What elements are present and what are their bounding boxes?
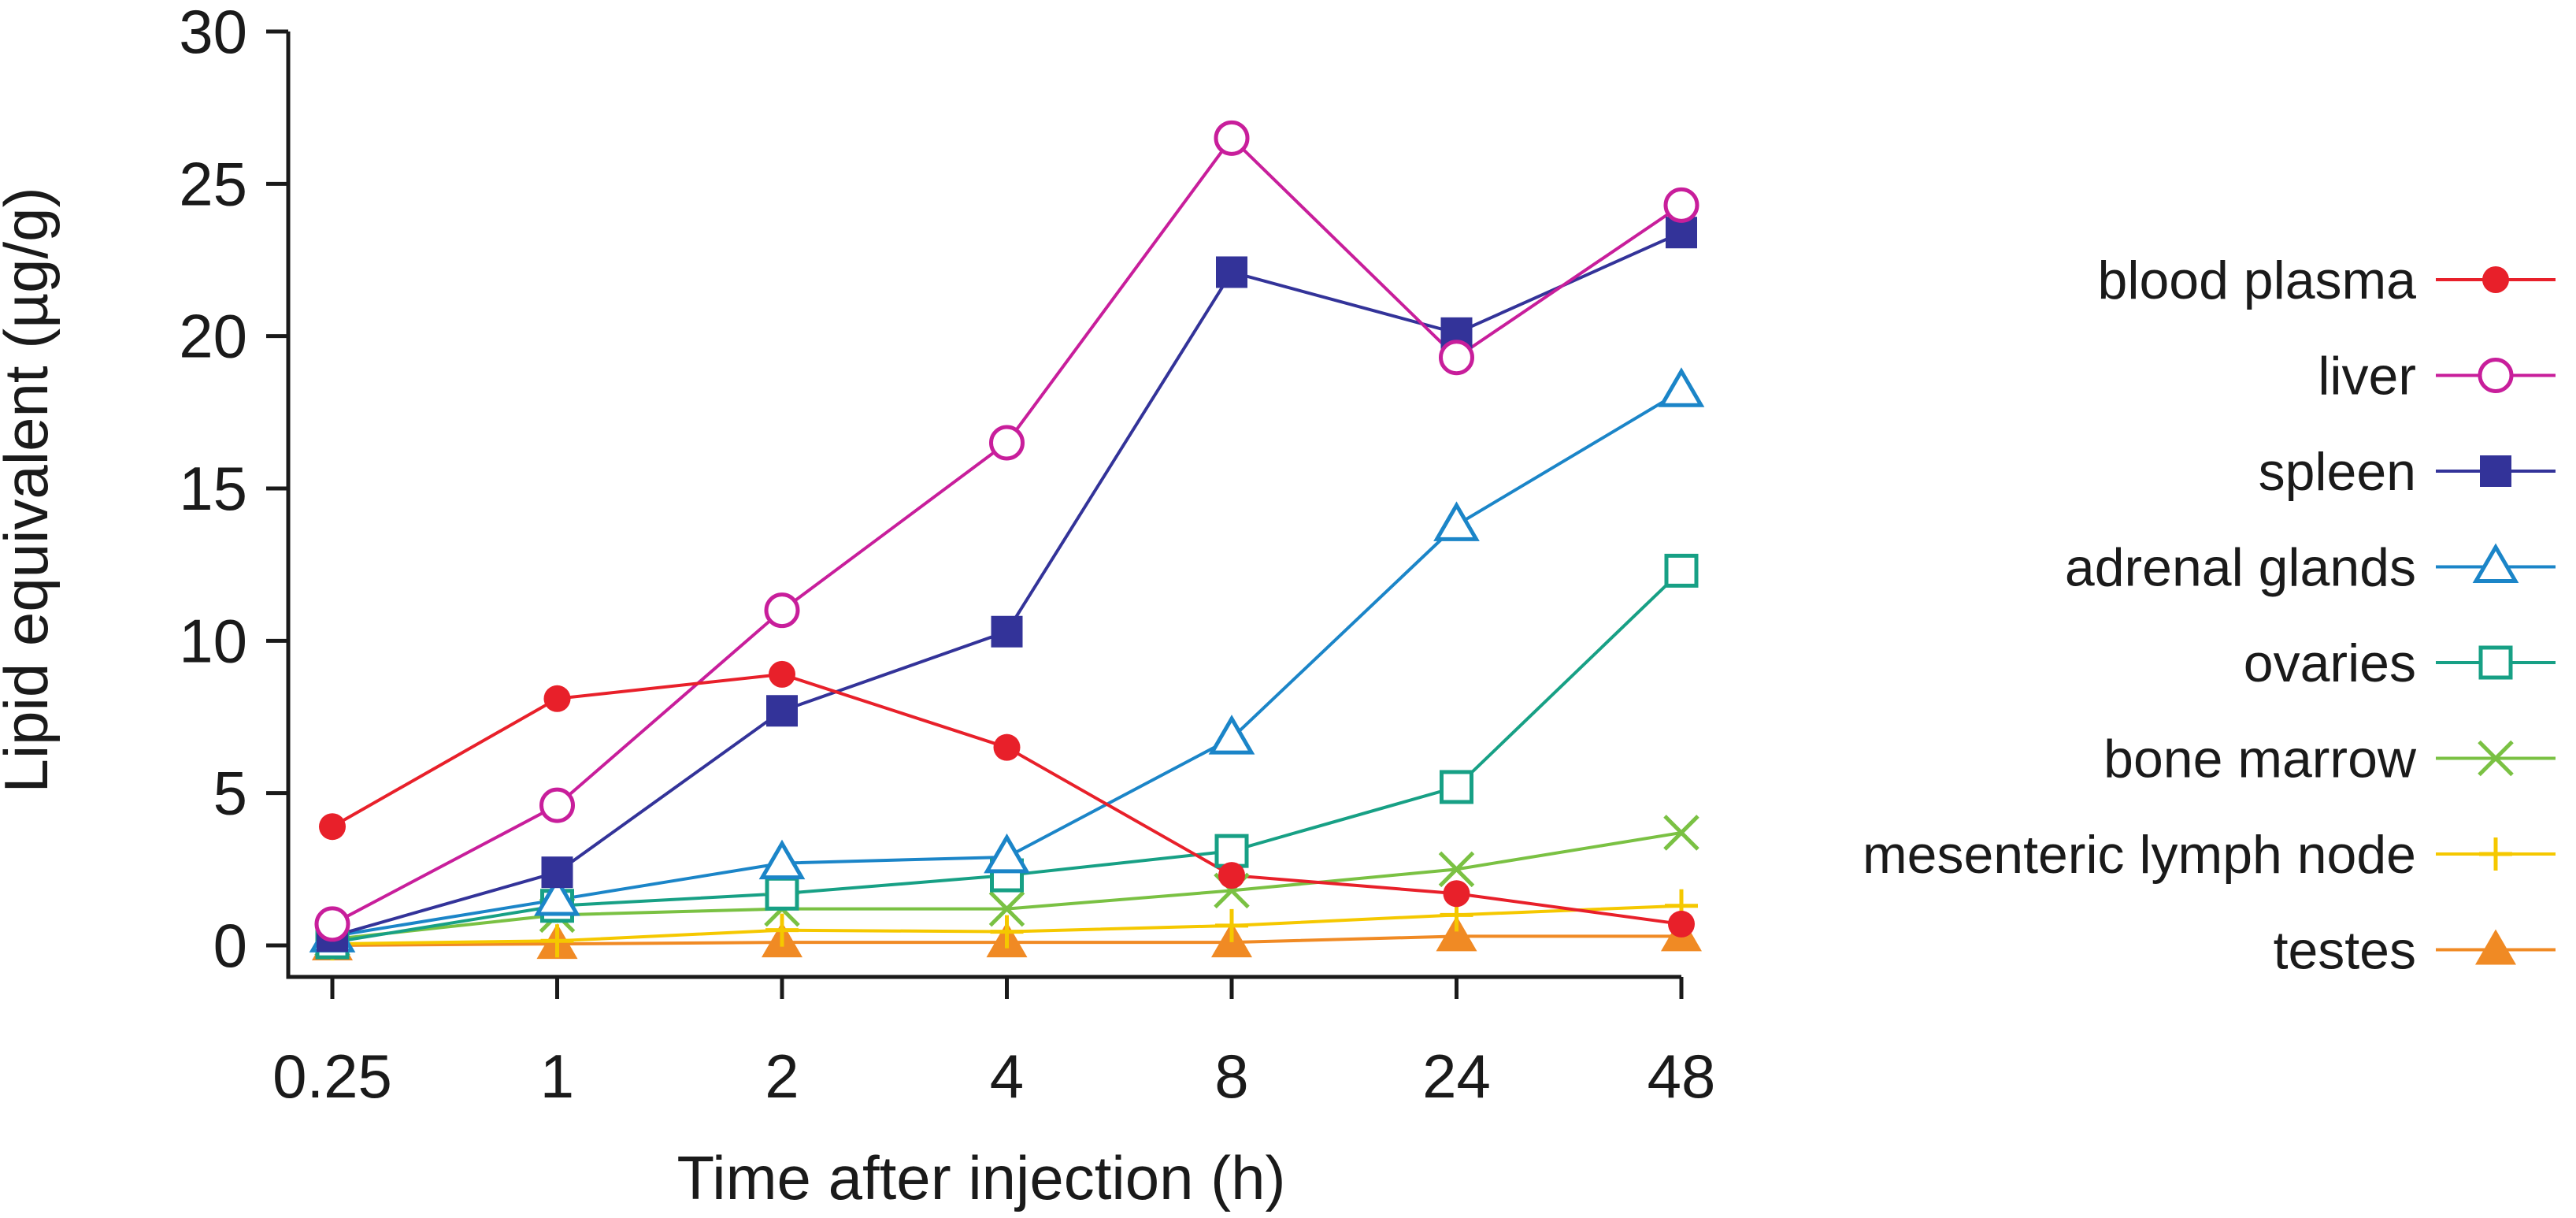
legend-swatch-marker [2478, 358, 2514, 393]
data-point-spleen [541, 856, 573, 889]
x-tick-label: 1 [540, 1042, 574, 1111]
data-point-liver [764, 592, 800, 629]
data-point-blood-plasma [1668, 910, 1695, 938]
data-point-liver [1214, 120, 1250, 156]
data-point-liver [1663, 187, 1699, 223]
series-markers [309, 120, 1705, 961]
data-point-adrenal-glands [758, 839, 806, 880]
legend-item-liver: liver [2318, 347, 2556, 407]
legend-item-blood-plasma: blood plasma [2098, 251, 2556, 310]
data-point-liver [989, 425, 1025, 461]
data-point-adrenal-glands [1433, 501, 1480, 541]
legend-label: liver [2318, 347, 2416, 407]
data-point-mesenteric-lymph-node [540, 924, 574, 958]
data-point-adrenal-glands [984, 833, 1030, 874]
x-tick-label: 4 [990, 1042, 1024, 1111]
legend-label: blood plasma [2098, 251, 2417, 310]
x-tick-label: 0.25 [272, 1042, 392, 1111]
legend-swatch-marker [2480, 455, 2511, 487]
legend: blood plasma liver spleen adrenal glands ova… [1863, 251, 2556, 981]
data-point-adrenal-glands [534, 876, 580, 916]
data-point-liver [539, 787, 575, 823]
legend-swatch-marker [2472, 543, 2519, 583]
data-point-liver [314, 906, 350, 942]
series-line-spleen [332, 231, 1682, 938]
y-tick-label: 25 [179, 149, 247, 218]
data-point-adrenal-glands [1208, 715, 1255, 755]
data-point-testes [1436, 915, 1477, 952]
data-point-blood-plasma [543, 685, 571, 712]
legend-label: bone marrow [2103, 730, 2417, 789]
data-point-bone-marrow [988, 890, 1025, 927]
series-lines [332, 136, 1683, 947]
x-tick-label: 8 [1214, 1042, 1248, 1111]
y-axis-title: Lipid equivalent (µg/g) [0, 187, 61, 793]
y-tick-label: 0 [213, 911, 247, 980]
y-tick-label: 15 [179, 454, 247, 523]
data-point-spleen [991, 615, 1023, 648]
legend-label: spleen [2259, 442, 2416, 502]
legend-label: testes [2274, 921, 2416, 981]
data-point-blood-plasma [993, 733, 1021, 761]
axis-lines [286, 32, 1681, 979]
legend-swatch-marker [2478, 645, 2513, 680]
data-point-bone-marrow [1438, 851, 1475, 888]
legend-item-bone-marrow: bone marrow [2103, 730, 2556, 789]
data-point-blood-plasma [1218, 862, 1245, 889]
y-tick-label: 30 [179, 0, 247, 66]
series-line-liver [332, 136, 1683, 926]
data-point-mesenteric-lymph-node [990, 915, 1024, 949]
data-point-spleen [766, 695, 798, 727]
legend-swatch-marker [2482, 266, 2509, 293]
legend-item-mesenteric-lymph-node: mesenteric lymph node [1863, 825, 2556, 885]
data-point-liver [1439, 340, 1474, 376]
y-tick-label: 10 [179, 606, 247, 675]
legend-label: adrenal glands [2065, 538, 2416, 598]
data-point-blood-plasma [319, 813, 346, 841]
y-tick-label: 20 [179, 302, 247, 371]
legend-swatch-marker [2479, 837, 2512, 871]
legend-item-testes: testes [2274, 921, 2556, 981]
data-point-ovaries [1440, 770, 1473, 804]
data-point-mesenteric-lymph-node [1215, 908, 1248, 942]
legend-item-spleen: spleen [2259, 442, 2556, 502]
legend-item-adrenal-glands: adrenal glands [2065, 538, 2556, 598]
legend-label: ovaries [2244, 633, 2416, 693]
x-tick-label: 2 [765, 1042, 799, 1111]
legend-swatch-marker [2475, 929, 2516, 965]
x-tick-label: 48 [1648, 1042, 1716, 1111]
legend-label: mesenteric lymph node [1863, 825, 2416, 885]
data-point-bone-marrow [1663, 815, 1699, 851]
data-point-mesenteric-lymph-node [765, 913, 799, 947]
x-axis-title: Time after injection (h) [676, 1143, 1285, 1212]
y-tick-label: 5 [213, 759, 247, 828]
data-point-adrenal-glands [1658, 367, 1705, 407]
data-point-blood-plasma [769, 660, 795, 688]
x-tick-label: 24 [1422, 1042, 1491, 1111]
data-point-ovaries [1214, 834, 1249, 868]
data-point-ovaries [1664, 553, 1699, 588]
legend-swatch-marker [2478, 740, 2514, 777]
data-point-ovaries [765, 876, 799, 911]
legend-item-ovaries: ovaries [2244, 633, 2556, 693]
data-point-blood-plasma [1443, 880, 1470, 908]
data-point-spleen [1216, 256, 1247, 288]
